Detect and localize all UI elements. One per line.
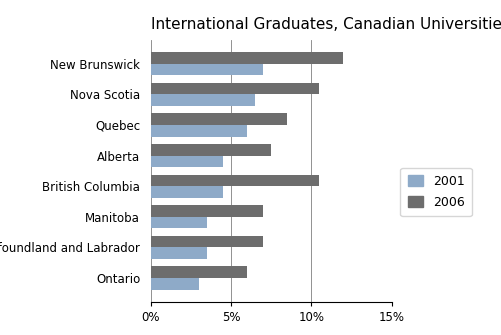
Bar [150,186,222,198]
Bar [150,205,263,217]
Bar [150,83,319,94]
Bar [150,266,246,278]
Bar [150,113,287,125]
Bar [150,125,246,137]
Bar [150,278,198,290]
Bar [150,155,222,167]
Bar [150,247,206,259]
Bar [150,175,319,186]
Bar [150,217,206,228]
Bar [150,52,343,64]
Bar [150,94,255,106]
Bar [150,144,271,155]
Legend: 2001, 2006: 2001, 2006 [399,168,471,216]
Bar [150,236,263,247]
Bar [150,64,263,75]
Text: International Graduates, Canadian Universities, 2001 & 2006: International Graduates, Canadian Univer… [150,17,501,32]
